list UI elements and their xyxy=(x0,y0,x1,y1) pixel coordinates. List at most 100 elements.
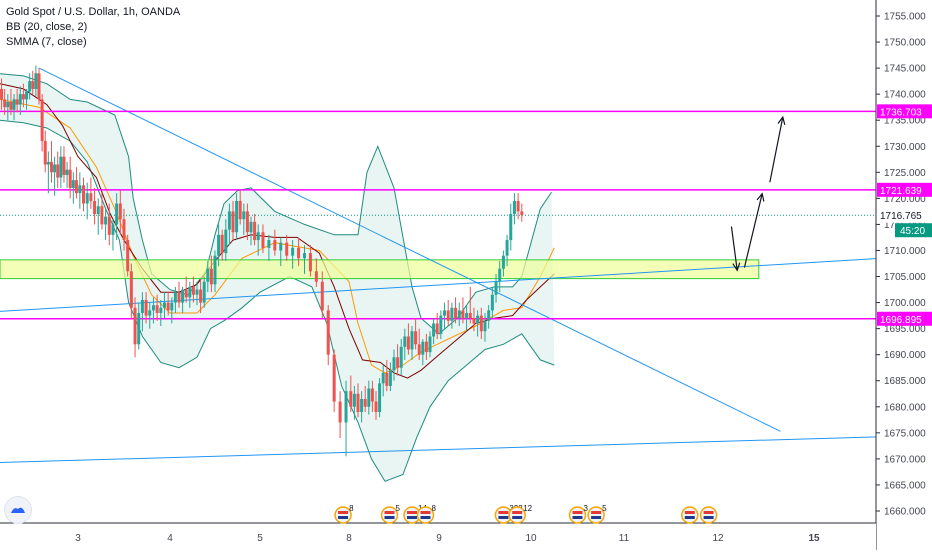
event-flag-stripe xyxy=(498,516,509,519)
event-flag-icon[interactable] xyxy=(699,506,718,524)
candle-body xyxy=(18,94,22,105)
candle-body xyxy=(155,305,159,313)
candle-body xyxy=(472,318,476,324)
x-tick-label: 4 xyxy=(167,533,173,544)
candle-body xyxy=(159,307,163,313)
candle-body xyxy=(217,234,221,256)
y-tick-label: 1660.000 xyxy=(884,507,926,518)
y-tick-label: 1690.000 xyxy=(884,350,926,361)
candle-body xyxy=(417,344,421,355)
candle-body xyxy=(129,271,133,308)
candle-body xyxy=(100,206,104,225)
candle-body xyxy=(82,185,86,204)
candle-body xyxy=(62,156,66,175)
candle-body xyxy=(245,211,249,233)
candle-body xyxy=(332,354,336,402)
smma-legend[interactable]: SMMA (7, close) xyxy=(6,36,87,48)
candle-body xyxy=(439,315,443,334)
candle-body xyxy=(454,307,458,319)
candle-body xyxy=(89,193,93,201)
candle-body xyxy=(424,341,428,353)
bollinger-bands-legend[interactable]: BB (20, close, 2) xyxy=(6,21,88,33)
candle-body xyxy=(267,240,271,248)
candle-body xyxy=(388,370,392,386)
projection-arrow[interactable] xyxy=(730,226,738,271)
arrow-head xyxy=(756,192,765,202)
candle-body xyxy=(65,169,69,175)
candle-body xyxy=(498,268,502,282)
trendline-rising-low[interactable] xyxy=(0,434,932,464)
candle-body xyxy=(344,391,348,423)
x-tick-label: 15 xyxy=(808,533,820,544)
x-tick-label: 11 xyxy=(619,533,630,544)
candle-body xyxy=(374,401,378,412)
event-flag-stripe xyxy=(591,516,602,519)
candle-body xyxy=(512,200,516,214)
candle-body xyxy=(446,310,450,321)
candle-body xyxy=(46,161,50,165)
chart-legend: Gold Spot / U.S. Dollar, 1h, OANDA BB (2… xyxy=(6,5,180,50)
current-price-label xyxy=(876,207,932,223)
candle-body xyxy=(162,302,166,308)
event-flag-icon[interactable] xyxy=(681,506,699,524)
candle-body xyxy=(126,240,130,272)
level-price-text: 1696.895 xyxy=(880,315,922,326)
candle-body xyxy=(209,268,213,285)
candle-body xyxy=(15,99,19,105)
candle-body xyxy=(410,331,414,350)
countdown-text: 45:20 xyxy=(900,226,925,237)
y-tick-label: 1740.000 xyxy=(884,90,926,101)
event-flag-stripe xyxy=(703,516,714,519)
event-flag-stripe xyxy=(591,511,602,514)
candle-body xyxy=(68,169,72,188)
y-tick-label: 1695.000 xyxy=(884,324,926,335)
candle-body xyxy=(356,393,360,412)
time-axis[interactable] xyxy=(0,523,876,550)
symbol-title[interactable]: Gold Spot / U.S. Dollar, 1h, OANDA xyxy=(6,6,181,18)
candle-body xyxy=(476,315,480,324)
y-tick-label: 1755.000 xyxy=(884,12,926,23)
trendline-descending[interactable] xyxy=(38,67,781,432)
candle-body xyxy=(349,391,353,407)
current-price-text: 1716.765 xyxy=(880,211,922,222)
y-tick-label: 1675.000 xyxy=(884,428,926,439)
candle-body xyxy=(421,341,425,355)
projection-arrow[interactable] xyxy=(743,193,763,268)
candle-body xyxy=(231,211,235,233)
tradingview-logo-icon[interactable] xyxy=(5,497,31,523)
candle-body xyxy=(181,289,185,303)
event-flag-stripe xyxy=(703,511,714,514)
candle-body xyxy=(261,232,265,248)
event-flag-stripe xyxy=(407,516,417,519)
candle-body xyxy=(443,310,447,316)
projection-arrow[interactable] xyxy=(769,116,784,183)
candle-body xyxy=(170,302,174,311)
candle-body xyxy=(37,73,41,100)
candle-body xyxy=(224,229,228,254)
candle-body xyxy=(428,336,432,353)
event-count: 8 xyxy=(349,504,354,513)
candle-body xyxy=(173,292,177,303)
trendline-rising-mid[interactable] xyxy=(0,255,925,312)
candle-body xyxy=(432,323,436,337)
candle-body xyxy=(184,289,188,298)
candle-body xyxy=(457,310,461,319)
support-zone[interactable] xyxy=(0,259,760,280)
event-flag-stripe xyxy=(684,511,695,514)
candle-body xyxy=(403,336,407,347)
candle-body xyxy=(59,156,63,178)
candle-body xyxy=(104,216,108,225)
price-axis[interactable] xyxy=(876,0,932,550)
candle-body xyxy=(43,141,47,165)
candle-body xyxy=(21,94,25,100)
y-tick-label: 1735.000 xyxy=(884,116,926,127)
event-flag-stripe xyxy=(384,511,395,514)
bollinger-basis-line xyxy=(0,98,555,374)
candle-body xyxy=(370,388,374,402)
candle-body xyxy=(279,242,283,251)
candle-body xyxy=(107,216,111,235)
candle-body xyxy=(505,240,509,256)
candle-body xyxy=(238,200,242,220)
